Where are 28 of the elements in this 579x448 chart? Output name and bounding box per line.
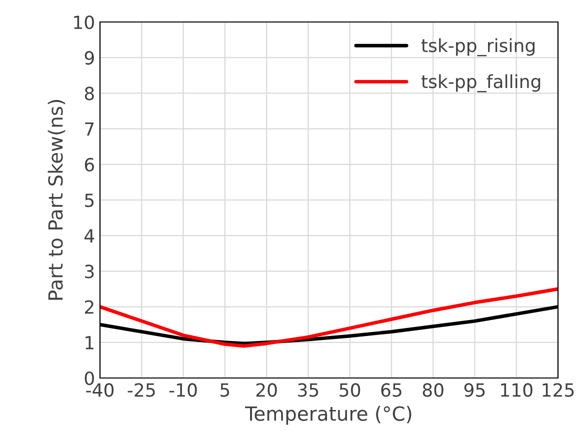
y-axis-title: Part to Part Skew(ns) (48, 100, 66, 300)
line-series (100, 287, 558, 348)
x-tick-label: -40 (86, 383, 114, 397)
y-tick-label: 4 (84, 229, 94, 242)
y-tick-label: 0 (84, 371, 94, 386)
x-tick-label: -10 (169, 383, 197, 397)
y-tick-label: 7 (85, 122, 94, 136)
x-tick-label: 5 (220, 383, 230, 397)
y-tick-label: 5 (85, 194, 94, 208)
y-tick-label: 8 (84, 86, 94, 100)
x-tick-label: 20 (256, 383, 277, 397)
x-tick-label: 35 (298, 383, 318, 397)
x-tick-label: 50 (340, 383, 360, 397)
y-tick-label: 3 (85, 264, 94, 278)
y-tick-label: 9 (84, 51, 94, 65)
x-tick-label: 65 (381, 383, 402, 397)
y-tick-label: 6 (84, 158, 94, 172)
y-tick-label: 10 (74, 15, 94, 30)
x-tick-label: 110 (501, 383, 532, 397)
y-tick-label: 2 (84, 300, 94, 314)
x-tick-label: 95 (464, 383, 485, 397)
x-axis-title: Temperature (°C) (245, 406, 412, 425)
x-tick-label: -25 (128, 383, 155, 397)
x-tick-label: 125 (542, 383, 574, 397)
legend-label: tsk-pp_rising (421, 38, 535, 56)
x-tick-label: 80 (422, 383, 444, 397)
y-tick-label: 1 (86, 336, 94, 350)
legend-label: tsk-pp_falling (421, 74, 540, 92)
